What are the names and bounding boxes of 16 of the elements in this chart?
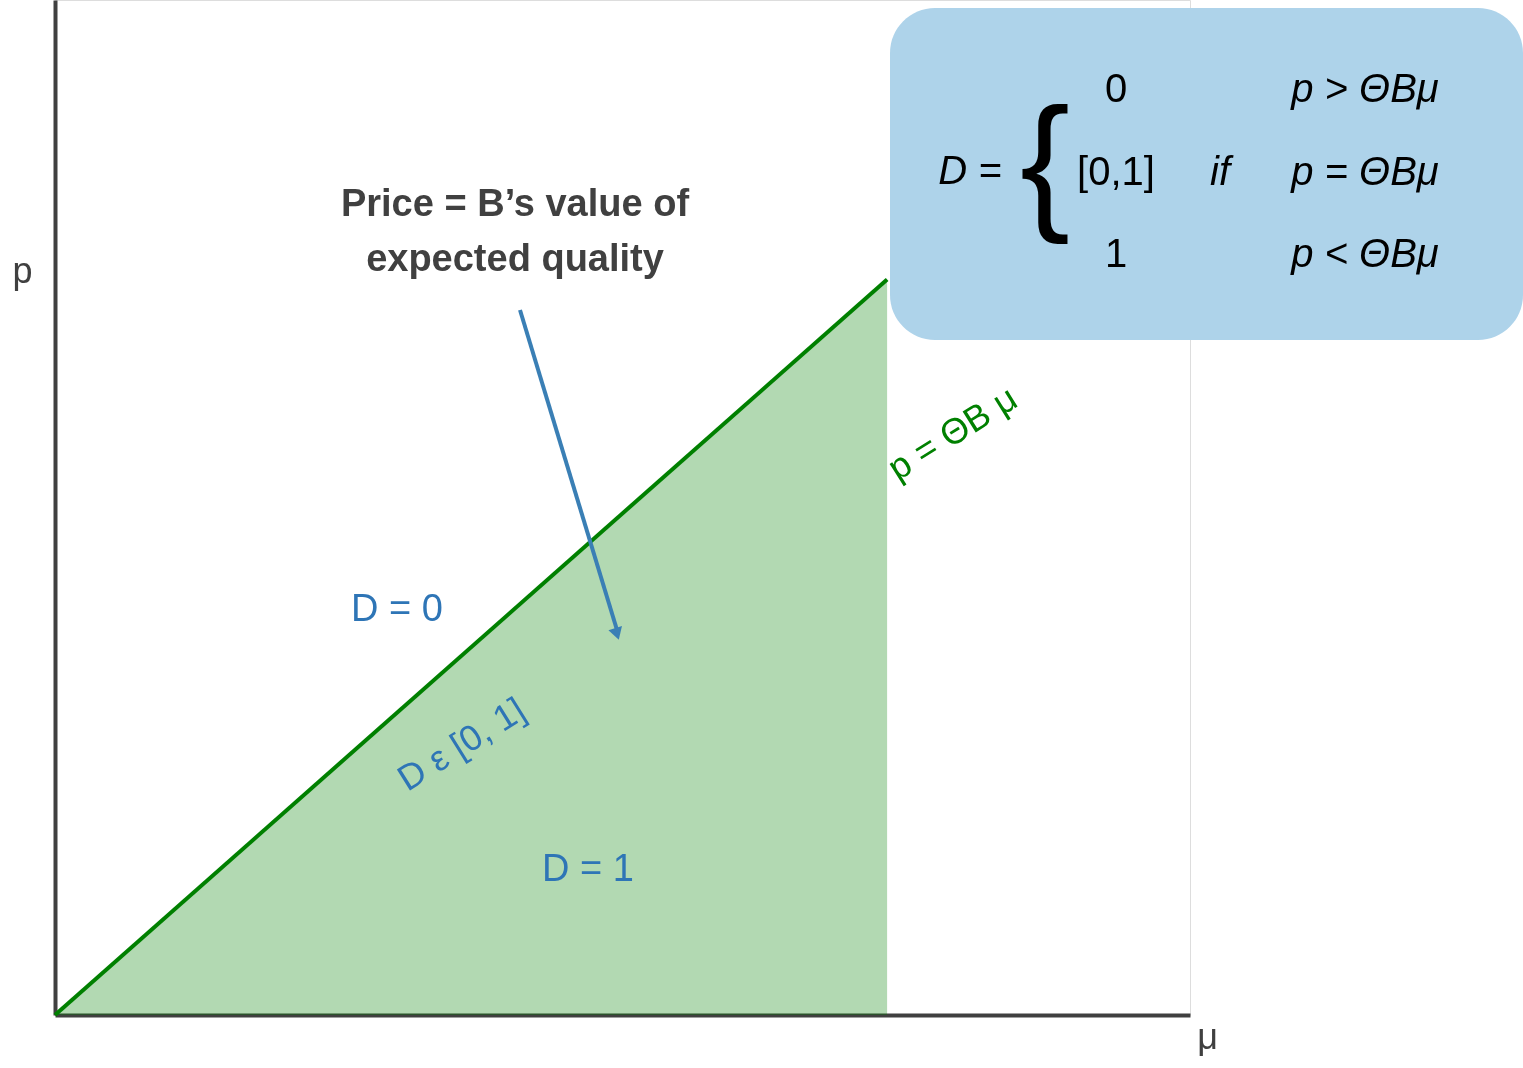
annotation: D = 0 [351, 587, 443, 629]
text: 1 [1104, 231, 1128, 275]
text: [0,1] [1077, 149, 1155, 193]
x-axis-title: μ [1197, 1015, 1218, 1057]
text: Price = B’s value of expected quality [340, 182, 690, 280]
text: p > ΘBμ [1290, 66, 1439, 110]
text: p = ΘBμ [1290, 149, 1439, 193]
text: 0 [1104, 66, 1128, 110]
text: { [1019, 77, 1071, 245]
text: p = ΘB μ [880, 377, 1024, 488]
y-axis-title: p [12, 249, 33, 291]
text: D = [938, 148, 1002, 192]
text: if [1210, 149, 1234, 193]
annotation: D = 1 [542, 847, 634, 889]
annotation: D ε [0, 1] [390, 688, 533, 799]
text: p < ΘBμ [1290, 231, 1439, 275]
